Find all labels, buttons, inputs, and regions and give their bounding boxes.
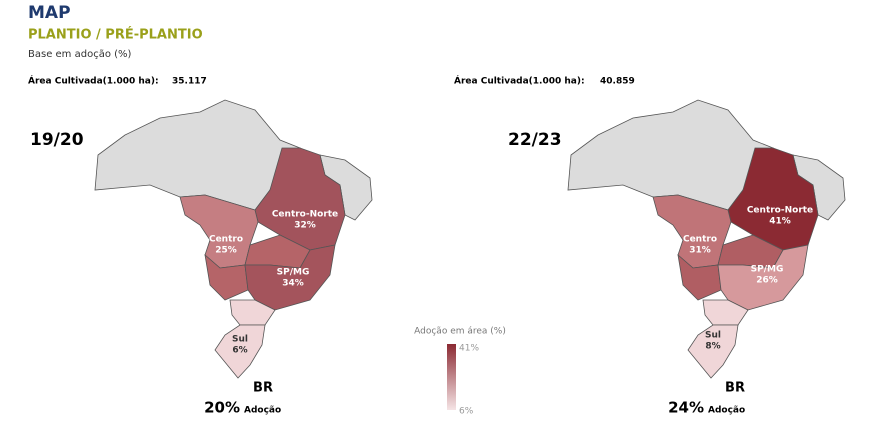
map-right: Área Cultivada(1.000 ha): 40.859 22/23 C… [454,75,846,417]
area-value: 35.117 [172,77,207,87]
region-value: 34% [282,279,304,289]
season: 19/20 [30,130,84,150]
region-value: 31% [689,246,711,256]
title: MAP [28,3,71,23]
map-left: Área Cultivada(1.000 ha): 35.117 19/20 C… [28,75,373,417]
region-value: 8% [705,342,720,352]
legend-max: 41% [459,344,479,354]
region-value: 6% [232,346,247,356]
region-name: Centro [683,235,717,245]
region-name: SP/MG [277,268,310,278]
legend-title: Adoção em área (%) [414,327,506,337]
br-label: BR [253,381,273,396]
region-value: 25% [215,246,237,256]
region-name: Centro-Norte [272,210,338,220]
region-name: Sul [232,335,248,345]
area-label: Área Cultivada(1.000 ha): [454,75,585,87]
region-name: Centro [209,235,243,245]
region-value: 32% [294,221,316,231]
region-name: Centro-Norte [747,206,813,216]
br-label: BR [725,381,745,396]
subtitle: PLANTIO / PRÉ-PLANTIO [28,27,203,43]
brazil-shape [94,99,373,379]
br-unit: Adoção [244,406,281,416]
region-name: SP/MG [751,265,784,275]
legend: Adoção em área (%) 41% 6% [414,327,506,417]
legend-min: 6% [459,407,474,417]
season: 22/23 [508,130,562,150]
br-unit: Adoção [708,406,745,416]
region-value: 41% [769,217,791,227]
note: Base em adoção (%) [28,49,132,60]
region-value: 26% [756,276,778,286]
legend-gradient [447,344,456,410]
region-name: Sul [705,331,721,341]
brazil-shape [567,99,846,379]
area-label: Área Cultivada(1.000 ha): [28,75,159,87]
area-value: 40.859 [600,77,635,87]
br-value: 24% [668,399,704,417]
br-value: 20% [204,399,240,417]
